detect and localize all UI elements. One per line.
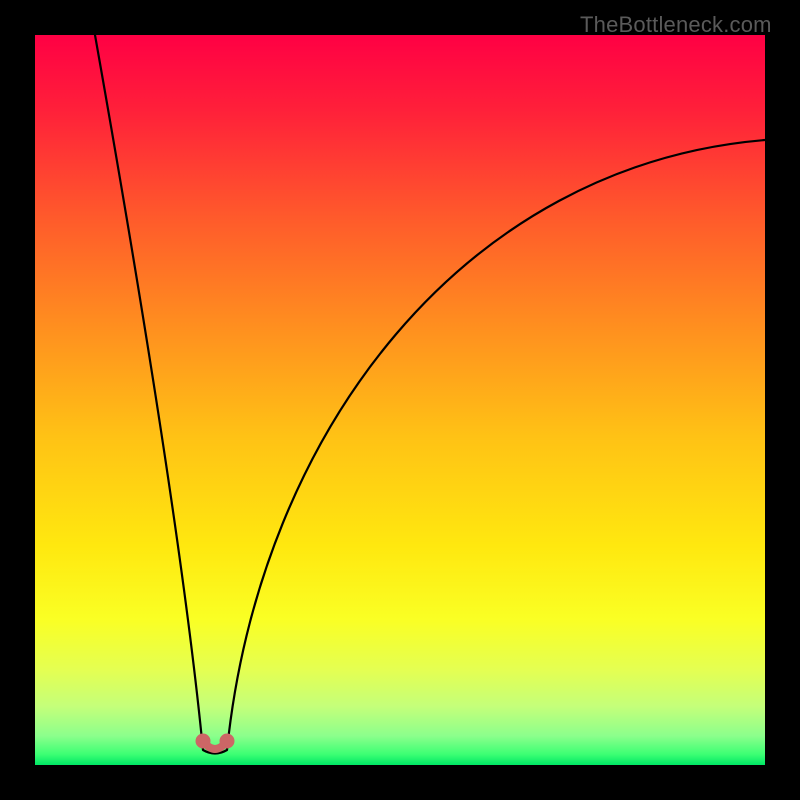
watermark-text: TheBottleneck.com xyxy=(580,12,772,38)
plot-area xyxy=(35,35,765,765)
chart-container: TheBottleneck.com xyxy=(0,0,800,800)
marker-dot-1 xyxy=(220,734,234,748)
marker-dot-0 xyxy=(196,734,210,748)
bottleneck-curve xyxy=(95,35,765,754)
curve-layer xyxy=(35,35,765,765)
